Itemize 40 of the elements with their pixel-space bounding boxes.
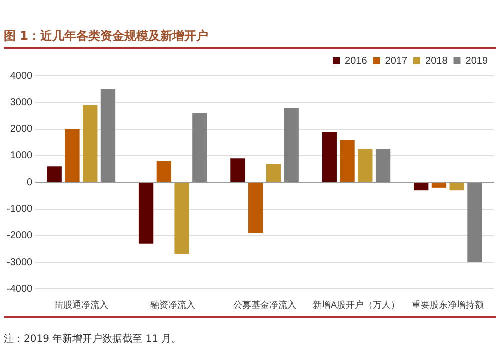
bar (47, 166, 62, 182)
x-tick-label: 陆股通净流入 (54, 300, 108, 310)
y-tick-label: -3000 (7, 257, 34, 268)
bar (192, 113, 208, 182)
bar (376, 149, 391, 182)
bar (284, 108, 299, 182)
bar (468, 183, 482, 263)
y-tick-label: 3000 (10, 97, 34, 108)
text: 注：2019 年新增开户数据截至 11 月。 (4, 332, 183, 346)
bar (83, 105, 98, 182)
bar (248, 183, 264, 234)
x-tick-label: 重要股东净增持额 (412, 300, 484, 310)
y-tick-label: 4000 (10, 70, 34, 82)
bar (450, 183, 464, 191)
chart-title: 图 1：近几年各类资金规模及新增开户 (4, 28, 496, 49)
bar (266, 164, 282, 182)
x-tick-label: 公募基金净流入 (233, 300, 296, 310)
bar (230, 158, 246, 182)
legend-label: 2017 (385, 56, 408, 67)
bar (138, 183, 154, 244)
bar (340, 140, 355, 182)
y-tick-label: -2000 (7, 230, 34, 242)
bar (432, 183, 447, 188)
x-tick-label: 融资净流入 (150, 300, 196, 310)
y-tick-label: 0 (27, 177, 34, 188)
y-tick-label: 2000 (10, 124, 34, 136)
bar (65, 129, 80, 182)
y-tick-label: -4000 (7, 284, 34, 295)
bar (358, 149, 373, 182)
y-tick-label: 1000 (10, 150, 34, 162)
bar (100, 89, 116, 182)
bar (174, 183, 190, 255)
y-tick-label: -1000 (7, 204, 34, 215)
legend-label: 2018 (426, 56, 448, 67)
legend-label: 2016 (345, 56, 368, 67)
bar (322, 132, 337, 182)
bar (414, 183, 429, 191)
x-tick-label: 新增A股开户（万人） (312, 300, 400, 310)
legend-label: 2019 (466, 56, 488, 67)
bar (156, 161, 172, 182)
